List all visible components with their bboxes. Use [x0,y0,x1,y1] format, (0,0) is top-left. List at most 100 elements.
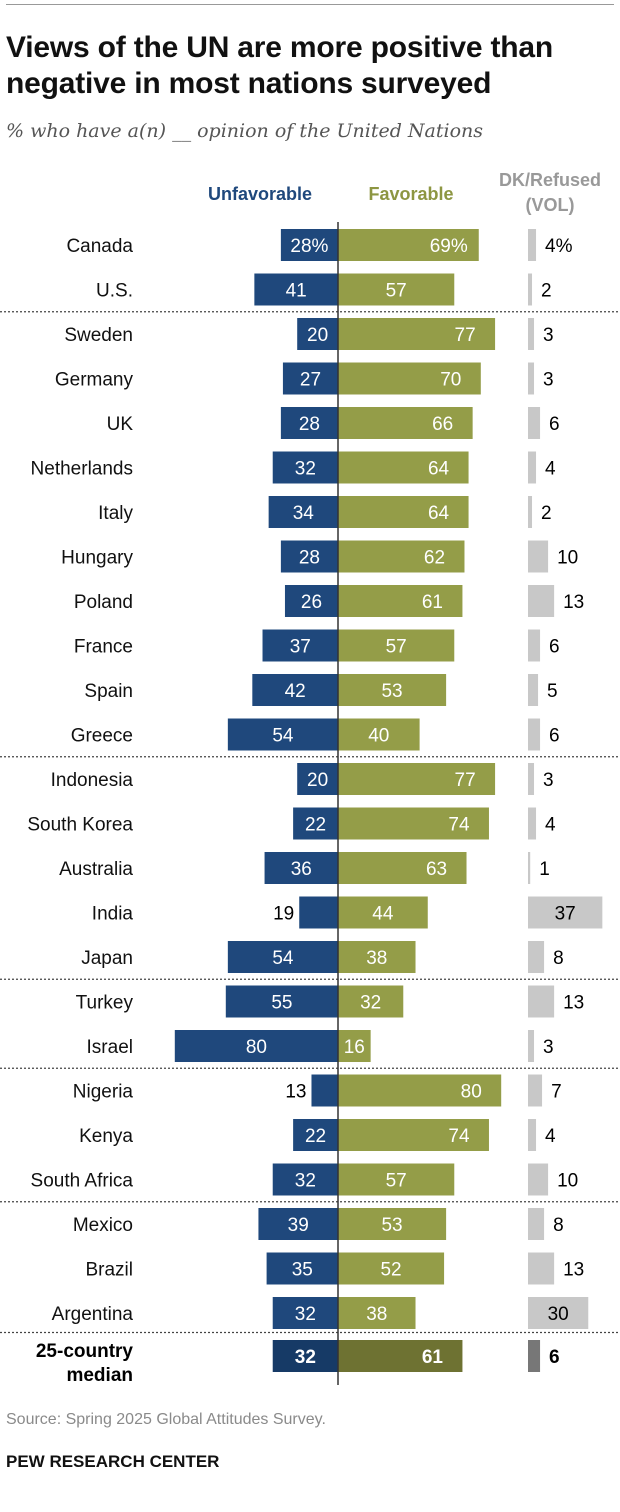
bar-favorable [338,674,447,706]
label-unfavorable: 55 [271,993,292,1014]
label-dk: 4% [545,236,573,257]
label-dk: 5 [547,681,558,702]
header-unfavorable: Unfavorable [208,184,312,204]
bar-favorable [338,1030,371,1062]
bar-favorable [338,318,496,350]
bar-favorable [338,540,465,573]
label-favorable: 16 [344,1037,365,1058]
bar-dk [528,407,541,439]
bar-dk [528,896,603,929]
label-favorable: 74 [448,815,470,836]
label-dk: 30 [548,1304,569,1325]
organization-name: PEW RESEARCH CENTER [6,1452,220,1471]
bar-unfavorable [268,496,338,528]
bar-favorable [338,941,416,973]
bar-unfavorable [280,540,338,573]
country-label: South Korea [27,815,133,836]
bar-favorable [338,1297,416,1329]
country-label: Indonesia [51,770,134,791]
bar-dk [528,941,545,973]
bar-favorable [338,985,404,1018]
label-dk: 3 [543,1037,554,1058]
bar-favorable [338,807,489,840]
bar-unfavorable [258,1208,338,1240]
bar-dk [528,1297,589,1329]
country-label: Japan [81,948,133,969]
label-dk: 13 [563,1260,584,1281]
bar-unfavorable [264,852,338,884]
bar-dk [528,985,555,1018]
country-label: Netherlands [31,459,133,480]
median-label-line2: median [66,1365,133,1386]
bar-unfavorable [272,1340,338,1372]
label-unfavorable: 22 [305,815,326,836]
bar-favorable [338,1163,455,1196]
country-label: Israel [87,1037,133,1058]
label-favorable: 64 [428,503,450,524]
label-favorable: 57 [386,281,407,302]
bar-unfavorable [280,229,338,261]
label-favorable: 62 [424,548,445,569]
country-label: UK [107,414,134,435]
country-label: Poland [74,592,133,613]
chart-subtitle: % who have a(n) __ opinion of the United… [6,120,483,142]
label-unfavorable: 32 [295,1304,316,1325]
country-label: Brazil [85,1260,133,1281]
label-dk: 6 [549,1347,560,1368]
header-favorable: Favorable [368,184,453,204]
bar-unfavorable [293,807,338,840]
label-unfavorable: 32 [295,1171,316,1192]
country-label: Argentina [52,1304,134,1325]
bar-dk [528,362,535,395]
label-favorable: 38 [366,1304,387,1325]
bar-dk [528,807,537,840]
label-dk: 4 [545,815,556,836]
bar-favorable [338,1208,447,1240]
bar-favorable [338,852,467,884]
bar-favorable [338,718,420,751]
label-unfavorable: 34 [293,503,315,524]
bar-dk [528,1208,545,1240]
label-dk: 7 [551,1082,562,1103]
label-favorable: 69% [430,236,468,257]
label-favorable: 53 [381,681,402,702]
bar-favorable [338,1340,463,1372]
source-note: Source: Spring 2025 Global Attitudes Sur… [6,1411,326,1428]
label-favorable: 63 [426,859,447,880]
country-label: India [92,904,134,925]
label-favorable: 80 [461,1082,482,1103]
label-favorable: 52 [380,1260,401,1281]
label-unfavorable: 35 [292,1260,313,1281]
country-label: Turkey [76,993,134,1014]
label-favorable: 77 [455,325,476,346]
label-unfavorable: 20 [307,325,328,346]
label-dk: 4 [545,1126,556,1147]
bar-favorable [338,585,463,617]
bar-unfavorable [272,1297,338,1329]
bar-favorable [338,451,469,484]
bar-dk [528,540,549,573]
bar-favorable [338,407,473,439]
bar-unfavorable [297,763,338,795]
country-label: Hungary [61,548,133,569]
label-dk: 3 [543,325,554,346]
bar-unfavorable [297,318,338,350]
bar-unfavorable [174,1030,338,1062]
bar-favorable [338,273,455,306]
median-label-line1: 25-country [36,1341,134,1362]
label-unfavorable: 26 [301,592,322,613]
label-dk: 13 [563,592,584,613]
bar-dk [528,496,533,528]
bar-favorable [338,1119,489,1151]
bar-favorable [338,362,481,395]
label-unfavorable: 39 [288,1215,309,1236]
label-unfavorable: 41 [286,281,307,302]
country-label: Greece [71,726,133,747]
label-unfavorable: 28 [299,414,320,435]
bar-dk [528,674,539,706]
bar-favorable [338,229,479,261]
bar-unfavorable [293,1119,338,1151]
label-dk: 13 [563,993,584,1014]
bar-unfavorable [311,1074,338,1107]
bar-unfavorable [284,585,338,617]
